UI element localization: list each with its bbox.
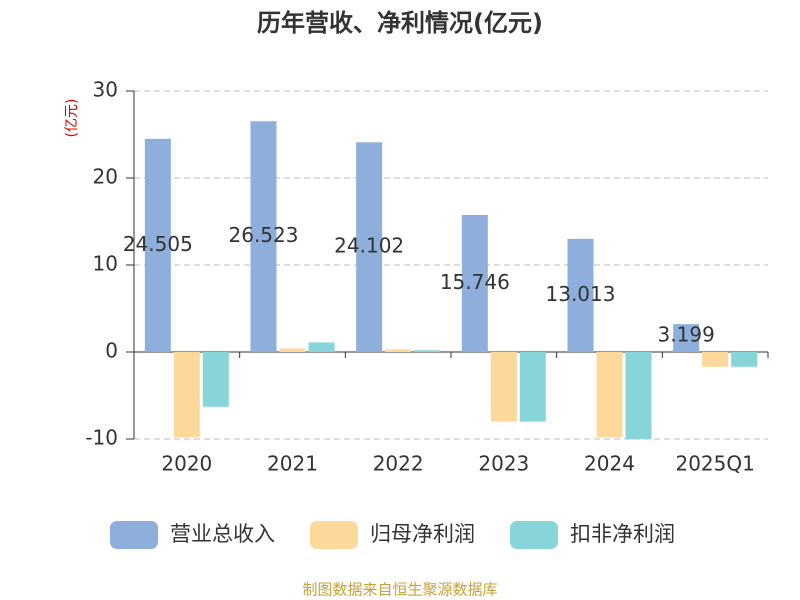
bar (385, 349, 412, 352)
bar (519, 352, 546, 422)
legend-swatch (510, 521, 558, 549)
bar (596, 352, 623, 438)
bar (308, 342, 335, 352)
y-axis-label: (亿元) (64, 99, 80, 138)
chart-title: 历年营收、净利情况(亿元) (257, 9, 543, 37)
data-label: 26.523 (229, 223, 299, 247)
bar (250, 121, 277, 352)
bar (202, 352, 229, 407)
legend-label: 扣非净利润 (570, 522, 675, 546)
y-tick-label: 30 (93, 78, 118, 102)
bar (625, 352, 652, 439)
legend-label: 营业总收入 (170, 522, 275, 546)
bar (702, 352, 729, 367)
bar (356, 142, 383, 352)
y-tick-label: -10 (85, 426, 118, 450)
x-tick-label: 2020 (161, 452, 212, 476)
y-tick-label: 20 (93, 165, 118, 189)
legend-swatch (310, 521, 358, 549)
x-tick-label: 2025Q1 (675, 452, 754, 476)
bar (173, 352, 200, 438)
data-label: 24.102 (334, 234, 404, 258)
legend-label: 归母净利润 (370, 522, 475, 546)
data-label: 15.746 (440, 270, 510, 294)
data-label: 24.505 (123, 232, 193, 256)
bar (673, 324, 700, 352)
bar (414, 350, 441, 352)
y-tick-label: 0 (105, 339, 118, 363)
bar (461, 215, 488, 352)
bar (490, 352, 517, 422)
y-tick-label: 10 (93, 252, 118, 276)
bar (567, 238, 594, 352)
x-tick-label: 2021 (267, 452, 318, 476)
source-note: 制图数据来自恒生聚源数据库 (302, 581, 497, 599)
bar (731, 352, 758, 367)
legend-swatch (110, 521, 158, 549)
bar (144, 138, 171, 352)
data-label: 13.013 (546, 282, 616, 306)
bar (279, 348, 306, 352)
x-tick-label: 2022 (373, 452, 424, 476)
x-tick-label: 2024 (584, 452, 635, 476)
data-label: 3.199 (658, 323, 715, 347)
x-tick-label: 2023 (478, 452, 529, 476)
